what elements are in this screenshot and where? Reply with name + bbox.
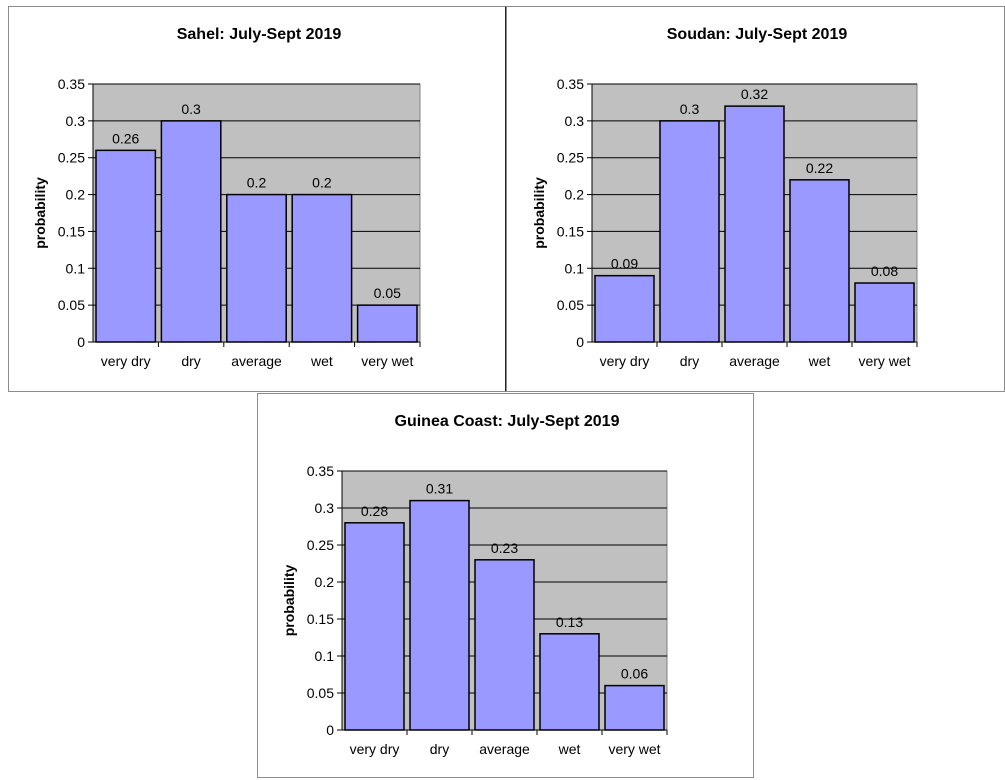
y-tick-label: 0.3 (66, 113, 86, 129)
y-tick-label: 0 (326, 722, 334, 738)
y-tick-label: 0.15 (557, 223, 584, 239)
x-tick-label: very dry (600, 353, 650, 369)
data-label: 0.32 (741, 86, 768, 102)
data-label: 0.2 (247, 175, 267, 191)
chart-svg: Soudan: July-Sept 2019 0 0.05 0.1 0.15 0.2 0.2… (531, 26, 918, 369)
bar (789, 179, 850, 343)
bar (539, 633, 600, 731)
x-tick-label: wet (808, 353, 831, 369)
y-tick-label: 0.15 (307, 611, 334, 627)
data-label: 0.3 (680, 101, 700, 117)
bar (344, 522, 405, 731)
y-tick-label: 0.25 (307, 537, 334, 553)
x-tick-label: dry (680, 353, 699, 369)
y-axis-label: probability (32, 177, 48, 249)
y-tick-label: 0.3 (565, 113, 585, 129)
bar (724, 105, 785, 343)
x-tick-label: dry (430, 741, 449, 757)
chart-svg: Sahel: July-Sept 2019 0 0.05 0.1 0.15 0.2 0.25… (32, 26, 421, 369)
y-tick-label: 0.1 (565, 260, 585, 276)
y-tick-label: 0.2 (66, 187, 86, 203)
y-tick-label: 0.25 (557, 150, 584, 166)
data-label: 0.08 (871, 263, 898, 279)
data-label: 0.05 (374, 285, 401, 301)
x-tick-label: very dry (350, 741, 400, 757)
x-tick-label: very wet (361, 353, 413, 369)
y-tick-label: 0.2 (315, 574, 335, 590)
bar (226, 193, 287, 343)
chart-svg: Guinea Coast: July-Sept 2019 0 0.05 0.1 0.15… (281, 413, 668, 757)
sahel-chart: Sahel: July-Sept 2019 0 0.05 0.1 0.15 0.2 0.25… (8, 6, 507, 392)
data-label: 0.13 (556, 614, 583, 630)
data-label: 0.22 (806, 160, 833, 176)
y-tick-label: 0.2 (565, 187, 585, 203)
y-tick-label: 0.35 (58, 76, 85, 92)
bar (95, 149, 157, 343)
data-label: 0.06 (621, 666, 648, 682)
chart-title: Sahel: July-Sept 2019 (177, 26, 342, 43)
y-tick-label: 0 (77, 334, 85, 350)
data-label: 0.23 (491, 540, 518, 556)
data-label: 0.09 (611, 256, 638, 272)
x-tick-label: average (479, 741, 530, 757)
bar (854, 282, 915, 343)
x-tick-label: wet (310, 353, 333, 369)
soudan-chart: Soudan: July-Sept 2019 0 0.05 0.1 0.15 0.2 0.2… (506, 6, 1005, 392)
x-tick-label: wet (558, 741, 581, 757)
y-tick-label: 0.35 (557, 76, 584, 92)
chart-title: Guinea Coast: July-Sept 2019 (395, 413, 620, 430)
data-label: 0.28 (361, 503, 388, 519)
y-tick-label: 0.05 (307, 685, 334, 701)
chart-title: Soudan: July-Sept 2019 (667, 26, 848, 43)
y-tick-label: 0.1 (315, 648, 335, 664)
data-label: 0.31 (426, 481, 453, 497)
y-tick-label: 0.1 (66, 260, 86, 276)
x-tick-label: average (729, 353, 780, 369)
data-label: 0.26 (112, 130, 139, 146)
y-tick-label: 0.15 (58, 223, 85, 239)
guinea-coast-chart: Guinea Coast: July-Sept 2019 0 0.05 0.1 0.15… (257, 393, 754, 778)
y-tick-label: 0 (576, 334, 584, 350)
bar (594, 274, 655, 343)
bar (604, 684, 665, 731)
bar (356, 304, 418, 343)
y-tick-label: 0.05 (557, 297, 584, 313)
y-tick-label: 0.3 (315, 500, 335, 516)
y-tick-label: 0.05 (58, 297, 85, 313)
bar (659, 120, 720, 343)
bar (409, 499, 470, 731)
y-tick-label: 0.35 (307, 463, 334, 479)
x-tick-label: average (231, 353, 282, 369)
y-axis-label: probability (531, 177, 547, 249)
bar (291, 193, 353, 343)
x-tick-label: very dry (101, 353, 151, 369)
y-tick-label: 0.25 (58, 150, 85, 166)
bar (160, 120, 222, 343)
data-label: 0.2 (312, 175, 332, 191)
data-label: 0.3 (181, 101, 201, 117)
x-tick-label: very wet (858, 353, 910, 369)
x-tick-label: dry (181, 353, 200, 369)
bar (474, 559, 535, 731)
y-axis-label: probability (281, 565, 297, 637)
x-tick-label: very wet (608, 741, 660, 757)
